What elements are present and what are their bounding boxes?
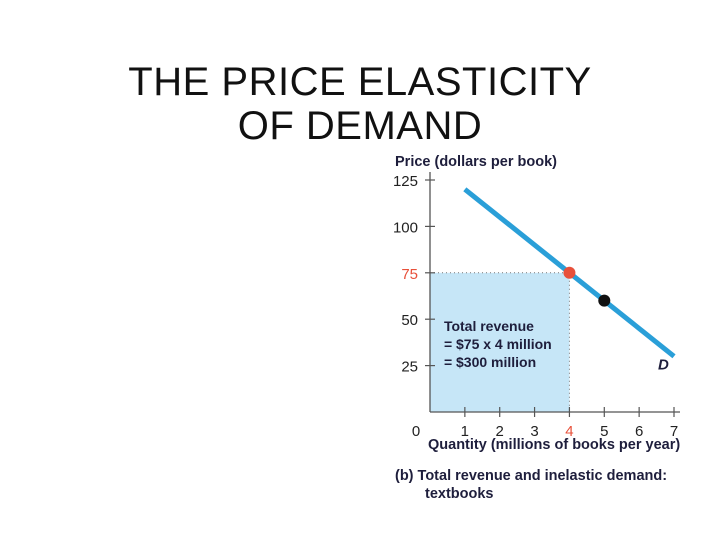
- slide-title-line-1: THE PRICE ELASTICITY: [128, 60, 592, 104]
- x-tick-label: 2: [496, 423, 504, 440]
- origin-label: 0: [412, 423, 420, 440]
- highlight-point: [563, 266, 576, 279]
- y-tick-label: 50: [401, 312, 418, 329]
- y-tick-label: 100: [393, 219, 418, 236]
- slide-title: THE PRICE ELASTICITY OF DEMAND: [60, 60, 660, 148]
- x-tick-label: 1: [461, 423, 469, 440]
- y-tick-label: 75: [401, 266, 418, 283]
- y-tick-label: 125: [393, 173, 418, 190]
- revenue-area: [430, 272, 570, 412]
- x-tick-label: 3: [530, 423, 538, 440]
- x-tick-label: 5: [600, 423, 608, 440]
- revenue-label-line-3: = $300 million: [444, 354, 536, 370]
- demand-curve-label: D: [658, 356, 669, 373]
- revenue-label-line-2: = $75 x 4 million: [444, 336, 552, 352]
- caption-line-2: textbooks: [425, 486, 494, 502]
- other-point: [598, 294, 611, 307]
- y-tick-label: 25: [401, 359, 418, 376]
- x-axis-label: Quantity (millions of books per year): [428, 437, 680, 453]
- slide-title-line-2: OF DEMAND: [237, 104, 483, 148]
- x-tick-label: 6: [635, 423, 643, 440]
- caption-line-1: (b) Total revenue and inelastic demand:: [395, 468, 667, 484]
- x-tick-label: 7: [670, 423, 678, 440]
- revenue-label-line-1: Total revenue: [444, 318, 534, 334]
- y-axis-label: Price (dollars per book): [395, 154, 557, 170]
- x-tick-label: 4: [565, 423, 573, 440]
